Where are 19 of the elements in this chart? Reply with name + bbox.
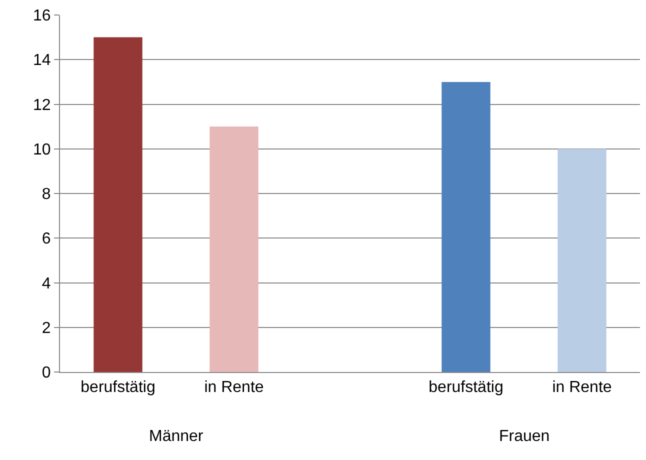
- bar: [442, 82, 490, 372]
- y-tick-label: 8: [42, 186, 51, 204]
- x-tick-label: berufstätig: [428, 379, 504, 396]
- y-tick-label: 10: [33, 141, 51, 158]
- y-tick-label: 4: [42, 275, 51, 292]
- y-tick-label: 16: [33, 8, 51, 25]
- x-tick-label: berufstätig: [80, 379, 156, 396]
- bar: [94, 37, 142, 372]
- text: Frauen: [499, 428, 550, 445]
- y-tick-label: 14: [33, 52, 51, 70]
- bar: [558, 148, 606, 372]
- x-tick-label: in Rente: [204, 379, 264, 396]
- y-tick-label: 0: [42, 364, 51, 382]
- y-tick-label: 12: [33, 96, 51, 114]
- y-tick-label: 6: [42, 230, 51, 248]
- y-tick-label: 2: [42, 320, 51, 337]
- bar: [210, 126, 258, 372]
- text: Männer: [149, 428, 204, 445]
- x-tick-label: in Rente: [552, 379, 612, 396]
